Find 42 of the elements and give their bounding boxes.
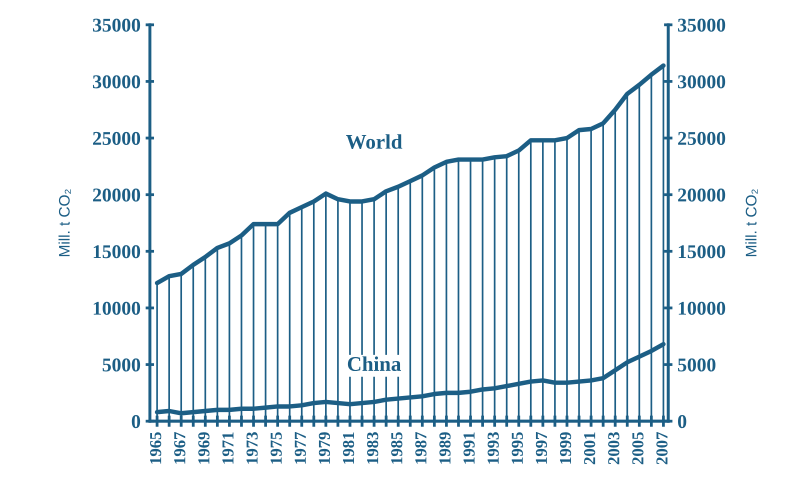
x-tick-label: 1981 [342,432,354,464]
y-tick-label: 25000 [93,132,140,145]
y-tick-label: 5000 [102,358,140,372]
y2-tick-label: 35000 [678,18,726,32]
x-tick-label: 1989 [439,432,451,464]
x-tick-label: 1971 [222,432,234,464]
y2-tick-label: 5000 [678,358,716,372]
series-label: China [348,356,401,372]
series-label: World [346,134,402,149]
x-tick-label: 1967 [174,432,186,464]
x-tick-label: 1965 [150,432,162,464]
x-tick-label: 1983 [367,432,378,464]
y-tick-label: 20000 [93,188,140,202]
y-axis-title: Mill. t CO₂ [58,189,71,256]
x-tick-label: 1999 [560,432,572,464]
y2-tick-label: 20000 [678,188,726,202]
y-tick-label: 30000 [92,75,140,88]
x-tick-label: 1993 [488,432,499,464]
x-tick-label: 1975 [270,432,282,464]
x-tick-label: 2007 [656,432,668,464]
x-tick-label: 2001 [584,432,596,464]
y-tick-label: 0 [132,415,140,428]
x-tick-label: 1995 [512,432,523,464]
x-tick-label: 1977 [294,432,306,464]
x-tick-label: 1973 [246,432,258,464]
x-tick-label: 1991 [464,432,475,464]
y-tick-label: 35000 [92,18,140,32]
x-tick-label: 1969 [198,432,210,464]
y2-tick-label: 0 [678,415,686,428]
y2-tick-label: 30000 [678,75,726,88]
x-tick-label: 2003 [608,432,620,464]
y2-tick-label: 15000 [678,245,726,258]
x-tick-label: 1985 [391,432,402,464]
y2-axis-title: Mill. t CO₂ [745,189,758,256]
y2-tick-label: 10000 [678,302,726,315]
x-tick-label: 1979 [318,432,330,464]
x-tick-label: 1987 [415,432,426,464]
x-tick-label: 1997 [536,432,548,464]
x-tick-label: 2005 [632,432,644,464]
y-tick-label: 10000 [94,302,140,315]
y2-tick-label: 25000 [678,132,726,145]
y-tick-label: 15000 [94,245,140,258]
